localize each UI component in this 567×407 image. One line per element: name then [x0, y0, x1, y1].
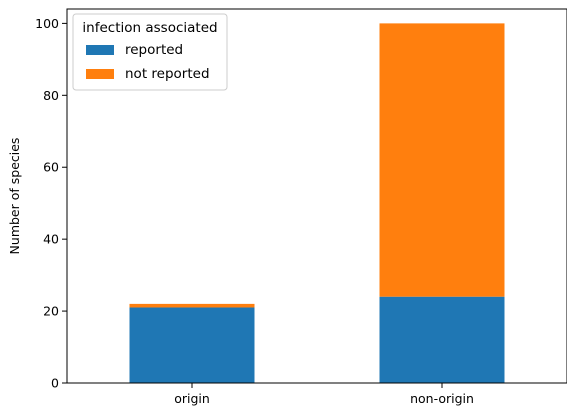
bars-group — [129, 23, 505, 383]
y-tick-label-40: 40 — [43, 232, 59, 247]
y-tick-label-0: 0 — [51, 376, 59, 391]
legend-label-not-reported: not reported — [125, 66, 210, 82]
legend-swatch-not-reported — [86, 69, 114, 79]
bar-non-origin-reported — [379, 296, 505, 383]
y-tick-label-100: 100 — [35, 16, 59, 31]
plot-frame — [66, 8, 567, 384]
legend: infection associated reported not reporte… — [72, 13, 228, 91]
legend-label-reported: reported — [125, 42, 183, 58]
y-tick-label-60: 60 — [43, 160, 59, 175]
y-axis-ticks: 0 20 40 60 80 100 — [35, 16, 67, 391]
legend-title: infection associated — [82, 20, 217, 36]
y-tick-label-20: 20 — [43, 304, 59, 319]
x-tick-label-non-origin: non-origin — [410, 391, 474, 406]
x-axis-ticks: origin non-origin — [174, 383, 474, 406]
y-tick-label-80: 80 — [43, 88, 59, 103]
y-axis-label: Number of species — [7, 138, 22, 255]
legend-items: reported not reported — [86, 42, 210, 82]
bar-origin-reported — [129, 307, 255, 383]
bar-non-origin-not-reported — [379, 23, 505, 297]
x-tick-label-origin: origin — [174, 391, 210, 406]
legend-swatch-reported — [86, 45, 114, 55]
bar-origin-not-reported — [129, 303, 255, 308]
